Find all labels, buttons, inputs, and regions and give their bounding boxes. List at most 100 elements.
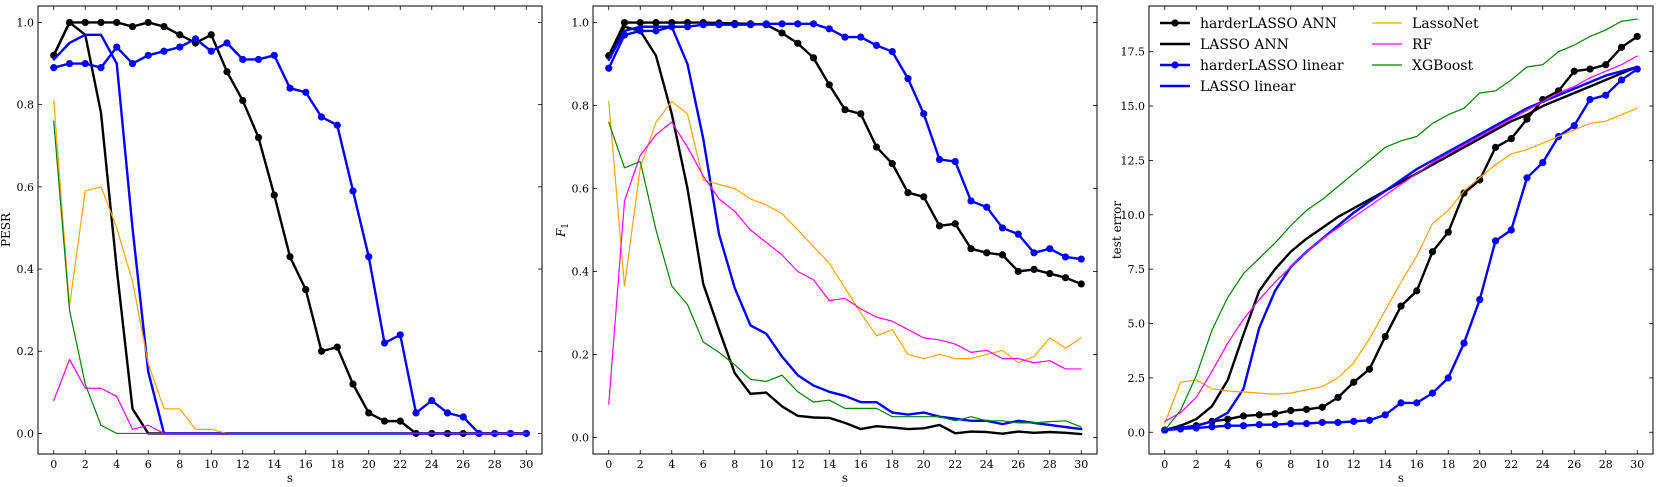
f1-series-harderlasso-linear-point [1077,255,1085,263]
test-error-xtick-label: 14 [1378,458,1392,471]
pesr-ytick-label: 0.2 [17,345,35,358]
f1-series-harderlasso-linear-point [888,48,896,56]
test-error-xtick-label: 12 [1347,458,1361,471]
pesr-series-harderlasso-ann-point [223,68,231,76]
pesr-ytick-label: 1.0 [17,16,35,29]
test-error-xtick-label: 16 [1410,458,1424,471]
pesr-series-harderlasso-linear-point [207,47,215,55]
test-error-series-lassonet-line [1164,107,1638,425]
pesr-series-harderlasso-ann-point [396,417,404,425]
test-error-series-harderlasso-linear-point [1208,423,1216,431]
pesr-series-harderlasso-linear-point [144,51,152,59]
pesr-series-harderlasso-linear-point [349,187,357,195]
test-error-series-harderlasso-ann-point [1271,410,1279,418]
test-error-xtick-label: 10 [1315,458,1329,471]
f1-ytick-label: 0.8 [572,100,590,113]
f1-series-harderlasso-linear-point [983,203,991,211]
f1-series-harderlasso-linear-point [652,27,660,35]
test-error-series-harderlasso-linear-point [1381,411,1389,419]
test-error-series-harderlasso-linear-point [1413,399,1421,407]
f1-ytick-label: 0.4 [572,265,590,278]
pesr-series-harderlasso-linear-point [459,413,467,421]
f1-series-xgboost-line [608,121,1082,428]
f1-series-harderlasso-ann-point [841,106,849,114]
f1-series-harderlasso-ann-point [983,249,991,257]
f1-series-harderlasso-linear-point [794,20,802,28]
test-error-series-harderlasso-ann-point [1602,61,1610,69]
f1-series-harderlasso-ann-point [888,160,896,168]
legend-label-harderlasso-ann: harderLASSO ANN [1200,16,1337,32]
pesr-series-harderlasso-linear-point [302,88,310,96]
f1-series-harderlasso-ann-point [920,193,928,201]
pesr-series-harderlasso-linear-point [65,59,74,68]
f1-series-harderlasso-ann-point [778,29,786,37]
f1-series-harderlasso-linear-point [715,21,723,29]
pesr-series-harderlasso-linear-point [223,39,231,47]
f1-series-harderlasso-linear-point [636,27,644,35]
f1-x-axis-label: s [842,471,848,485]
f1-xtick-label: 2 [637,458,644,471]
legend-label-lasso-ann: LASSO ANN [1200,37,1289,53]
test-error-xtick-label: 4 [1224,458,1231,471]
f1-series-harderlasso-linear-point [841,33,849,41]
test-error-series-harderlasso-linear-point [1602,91,1610,99]
f1-series-harderlasso-linear-point [920,110,928,118]
test-error-series-harderlasso-linear-point [1570,122,1578,130]
pesr-y-axis-label: PESR [0,212,13,247]
pesr-x-axis-label: s [287,471,293,485]
pesr-series-harderlasso-ann-point [81,18,89,27]
pesr-series-harderlasso-linear-point [176,43,184,51]
f1-series-rf-line [608,121,1082,405]
pesr-xtick-label: 26 [456,458,470,471]
f1-series-harderlasso-linear-point [1061,253,1070,261]
pesr-series-harderlasso-ann-point [176,31,184,39]
test-error-series-xgboost-line [1164,18,1638,431]
f1-xtick-label: 20 [917,458,931,471]
test-error-y-axis-label: test error [1110,201,1124,260]
test-error-ytick-label: 0.0 [1128,426,1146,439]
panel-f1: 0 2 4 6 8 10 12 14 16 18 20 22 24 26 28 300.00.20.40.60… [554,5,1098,485]
pesr-series-harderlasso-linear-point [160,47,168,55]
pesr-series-harderlasso-ann-point [270,191,278,199]
f1-series-harderlasso-ann-point [857,110,865,118]
f1-xtick-label: 22 [948,458,962,471]
f1-series-harderlasso-ann-point [794,39,802,47]
f1-series-lasso-linear-line [607,25,1083,431]
f1-series-lasso-ann-line [607,25,1083,436]
f1-series-harderlasso-ann-point [636,18,644,27]
pesr-series-harderlasso-ann-point [254,133,263,142]
test-error-series-harderlasso-ann-point [1523,115,1531,123]
test-error-series-harderlasso-linear-point [1255,421,1263,429]
test-error-xtick-label: 26 [1567,458,1581,471]
test-error-series-harderlasso-ann-point [1334,393,1342,402]
f1-series-harderlasso-linear-point [857,33,865,41]
legend-marker-harderlasso-linear [1171,61,1179,69]
pesr-series-xgboost-line [53,120,527,435]
pesr-series-harderlasso-linear-point [50,64,58,72]
pesr-series-harderlasso-ann-point [333,343,341,351]
f1-ytick-label: 0.2 [572,348,590,361]
pesr-xtick-label: 2 [82,458,89,471]
pesr-series-harderlasso-ann-point [239,96,247,105]
f1-series-harderlasso-ann-point [967,245,975,253]
test-error-series-harderlasso-linear-point [1365,416,1374,424]
f1-xtick-label: 12 [791,458,805,471]
pesr-series-harderlasso-linear-point [81,59,89,68]
pesr-xtick-label: 28 [488,458,502,471]
f1-y-axis-label: F1 [554,223,571,238]
f1-xtick-label: 6 [700,458,707,471]
f1-axes-frame [592,5,1098,455]
f1-ytick-label: 0.6 [572,183,590,196]
test-error-series-harderlasso-linear-point [1271,421,1279,429]
f1-xtick-label: 18 [885,458,899,471]
test-error-ytick-label: 15.0 [1121,100,1146,113]
f1-plot-area [605,18,1085,436]
pesr-series-harderlasso-linear-point [128,59,137,68]
test-error-xtick-label: 2 [1193,458,1200,471]
pesr-xtick-label: 24 [425,458,439,471]
test-error-series-harderlasso-ann-point [1444,228,1452,236]
pesr-series-harderlasso-ann-point [365,409,373,417]
test-error-series-harderlasso-ann-point [1397,302,1405,310]
test-error-xtick-label: 6 [1256,458,1263,471]
f1-series-harderlasso-ann-point [1046,269,1054,278]
